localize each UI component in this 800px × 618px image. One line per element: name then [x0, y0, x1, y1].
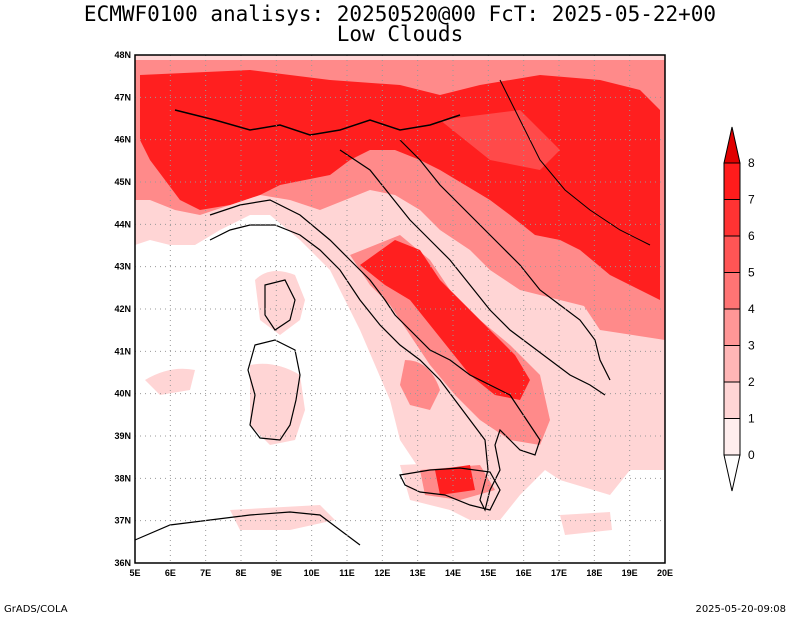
map-title: ECMWF0100 analisys: 20250520@00 FcT: 202…: [83, 2, 717, 26]
colorbar-swatch: [723, 345, 741, 383]
lat-tick-label: 38N: [114, 473, 131, 483]
lon-tick-label: 20E: [657, 568, 673, 578]
colorbar-label: 3: [748, 339, 755, 353]
sicily: [399, 467, 501, 511]
colorbar-swatch: [723, 308, 741, 346]
colorbar-label: 5: [748, 266, 755, 280]
colorbar-label: 8: [748, 156, 755, 170]
colorbar: 8 7 6 5 4 3 2 1 0: [723, 126, 755, 492]
colorbar-label: 1: [748, 412, 755, 426]
lat-tick-label: 45N: [114, 177, 131, 187]
map-subtitle: Low Clouds: [336, 22, 464, 46]
lon-tick-label: 14E: [445, 568, 461, 578]
footer-timestamp: 2025-05-20-09:08: [695, 604, 786, 615]
lon-tick-label: 8E: [235, 568, 246, 578]
lon-tick-label: 10E: [304, 568, 320, 578]
italy-coast: [209, 199, 541, 512]
lat-tick-label: 42N: [114, 304, 131, 314]
lon-tick-label: 13E: [410, 568, 426, 578]
grid-lines: [135, 55, 665, 563]
lon-tick-label: 17E: [551, 568, 567, 578]
corsica: [264, 279, 296, 331]
lon-tick-label: 19E: [622, 568, 638, 578]
colorbar-label: 7: [748, 193, 755, 207]
adriatic-coast: [339, 149, 606, 396]
colorbar-top-triangle: [723, 126, 741, 164]
lat-tick-label: 48N: [114, 50, 131, 60]
africa-coast: [134, 511, 361, 546]
lon-tick-label: 6E: [165, 568, 176, 578]
footer-credit: GrADS/COLA: [4, 604, 68, 615]
balkan-coast: [399, 139, 611, 381]
sardinia: [247, 339, 301, 441]
colorbar-label: 0: [748, 448, 755, 462]
colorbar-swatch: [723, 162, 741, 200]
colorbar-swatch: [723, 418, 741, 456]
colorbar-bottom-triangle: [723, 454, 741, 492]
lon-tick-label: 16E: [516, 568, 532, 578]
lon-tick-label: 5E: [129, 568, 140, 578]
lat-tick-label: 36N: [114, 558, 131, 568]
lon-tick-label: 18E: [586, 568, 602, 578]
lon-tick-label: 11E: [339, 568, 355, 578]
lon-tick-label: 12E: [374, 568, 390, 578]
coastlines: [134, 79, 651, 546]
colorbar-swatch: [723, 199, 741, 237]
colorbar-swatch: [723, 381, 741, 419]
lat-tick-label: 39N: [114, 431, 131, 441]
colorbar-label: 4: [748, 302, 755, 316]
lon-tick-label: 15E: [480, 568, 496, 578]
balkan-border: [499, 79, 651, 246]
lat-tick-label: 40N: [114, 389, 131, 399]
colorbar-label: 2: [748, 375, 755, 389]
lat-tick-label: 44N: [114, 219, 131, 229]
lat-tick-label: 47N: [114, 92, 131, 102]
longitude-labels: 5E 6E 7E 8E 9E 10E 11E 12E 13E 14E 15E 16E 17E 18E 19E…: [129, 568, 673, 578]
alps-border: [174, 109, 461, 136]
latitude-labels: 48N 47N 46N 45N 44N 43N 42N 41N 40N 39N 38N 37N 36N: [114, 50, 131, 568]
map-frame: [134, 54, 666, 564]
lat-tick-label: 37N: [114, 516, 131, 526]
colorbar-label: 6: [748, 229, 755, 243]
colorbar-swatch: [723, 235, 741, 273]
lat-tick-label: 41N: [114, 346, 131, 356]
lon-tick-label: 9E: [271, 568, 282, 578]
lat-tick-label: 43N: [114, 262, 131, 272]
lon-tick-label: 7E: [200, 568, 211, 578]
colorbar-swatch: [723, 272, 741, 310]
lat-tick-label: 46N: [114, 135, 131, 145]
